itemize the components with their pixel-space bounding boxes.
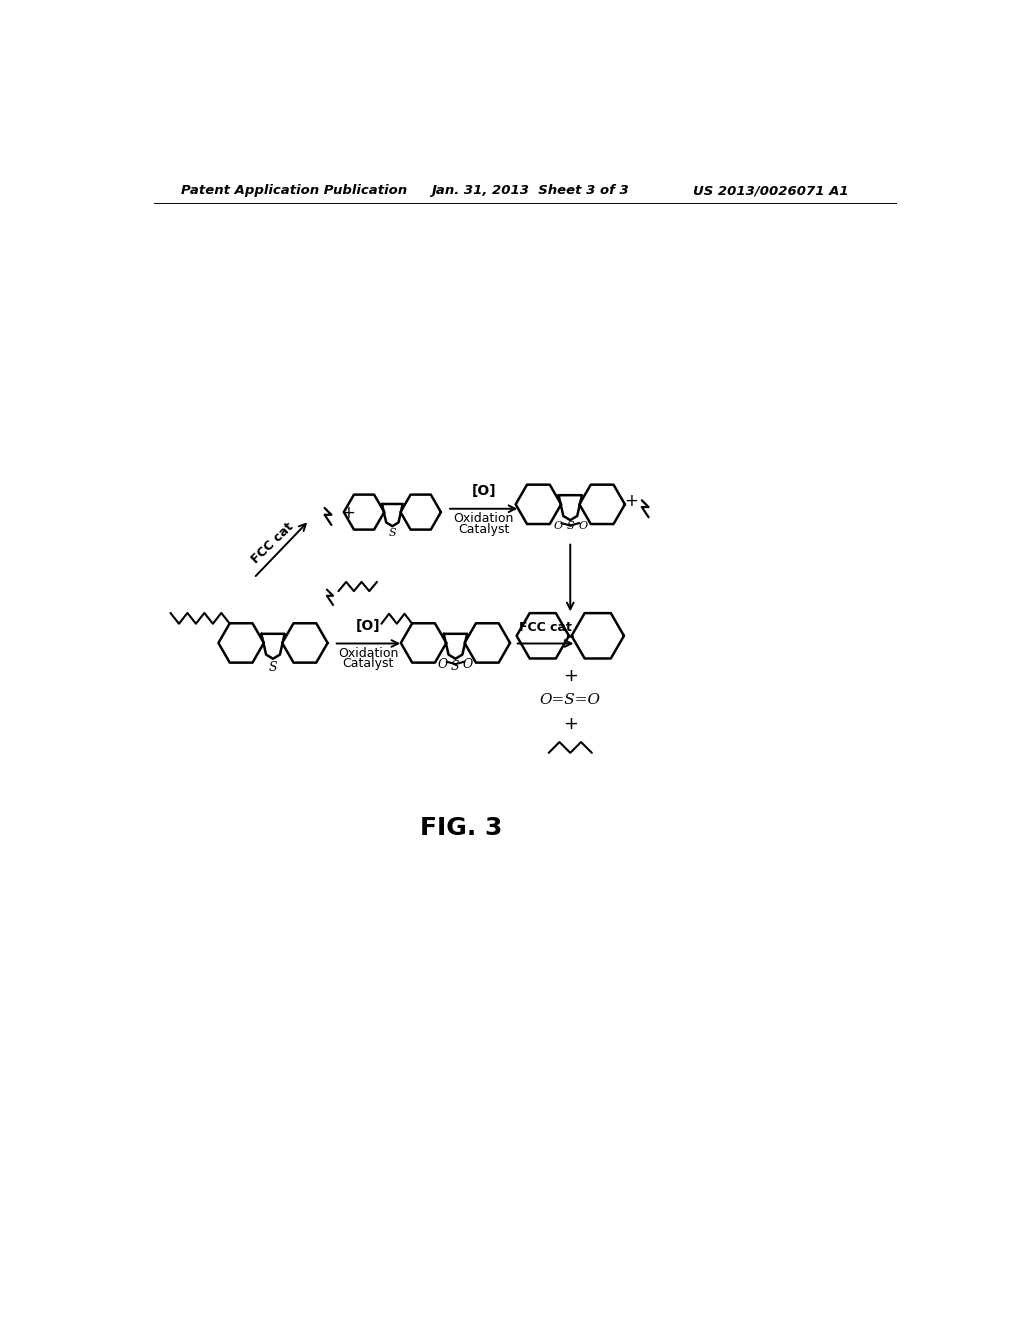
Text: [O]: [O] [471, 484, 496, 498]
Text: Jan. 31, 2013  Sheet 3 of 3: Jan. 31, 2013 Sheet 3 of 3 [431, 185, 629, 197]
Text: S: S [388, 528, 396, 539]
Text: Patent Application Publication: Patent Application Publication [180, 185, 407, 197]
Text: S: S [268, 661, 278, 675]
Text: +: + [563, 667, 578, 685]
Text: Oxidation: Oxidation [338, 647, 398, 660]
Text: O: O [579, 521, 588, 531]
Text: O=S=O: O=S=O [540, 693, 601, 708]
Text: Catalyst: Catalyst [343, 657, 394, 671]
Text: O: O [553, 521, 562, 531]
Text: FIG. 3: FIG. 3 [421, 816, 503, 841]
Text: S: S [566, 521, 574, 531]
Text: O: O [438, 659, 449, 672]
Text: +: + [624, 492, 638, 510]
Text: +: + [342, 504, 355, 521]
Text: +: + [563, 714, 578, 733]
Text: Oxidation: Oxidation [454, 512, 514, 525]
Text: FCC cat: FCC cat [250, 520, 297, 566]
Text: O: O [463, 659, 473, 672]
Text: US 2013/0026071 A1: US 2013/0026071 A1 [692, 185, 848, 197]
Text: [O]: [O] [356, 619, 381, 632]
Text: Catalyst: Catalyst [458, 523, 509, 536]
Text: FCC cat: FCC cat [519, 622, 572, 635]
Text: S: S [452, 660, 460, 672]
